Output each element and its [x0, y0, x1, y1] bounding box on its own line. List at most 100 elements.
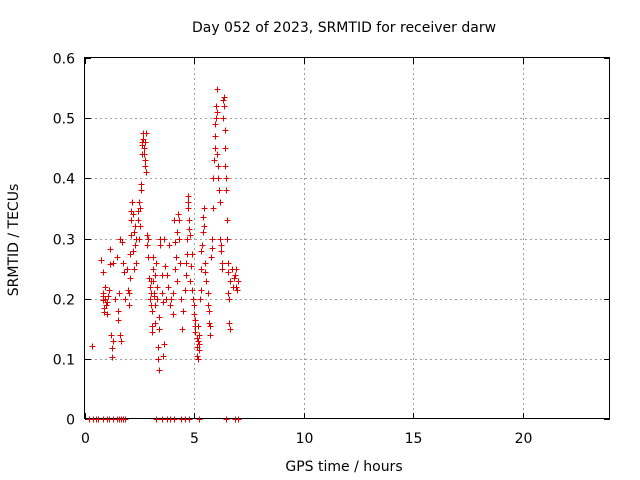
data-point: [108, 332, 115, 339]
x-tick-label: 15: [405, 431, 423, 447]
data-point: [105, 293, 112, 300]
data-point: [222, 127, 229, 134]
data-point: [195, 356, 202, 363]
data-point: [161, 341, 168, 348]
data-point: [112, 296, 119, 303]
axis-ticks: 0 0.1 0.2 0.3 0.4 0.5 0.6 0 5 10 15 20: [53, 52, 610, 447]
data-point: [164, 272, 171, 279]
data-point: [226, 296, 233, 303]
data-point: [227, 326, 234, 333]
data-point: [104, 311, 111, 318]
data-point: [206, 320, 213, 327]
data-point: [137, 205, 144, 212]
data-point: [210, 205, 217, 212]
plot-frame: [84, 57, 610, 419]
data-point: [180, 308, 187, 315]
y-tick-label: 0.1: [53, 353, 75, 369]
x-tick-label: 5: [190, 431, 199, 447]
data-point: [231, 275, 238, 282]
data-point: [147, 296, 154, 303]
data-point: [144, 232, 151, 239]
data-point: [161, 236, 168, 243]
y-tick-label: 0.2: [53, 293, 75, 309]
data-point: [211, 157, 218, 164]
data-point: [130, 248, 137, 255]
data-point: [133, 260, 140, 267]
data-point: [224, 236, 231, 243]
data-point: [185, 193, 192, 200]
data-point: [200, 229, 207, 236]
data-point: [159, 290, 166, 297]
data-point: [196, 416, 203, 423]
data-point: [218, 248, 225, 255]
data-point: [197, 296, 204, 303]
data-point: [227, 278, 234, 285]
data-point: [171, 416, 178, 423]
data-point: [144, 242, 151, 249]
data-point: [209, 245, 216, 252]
data-point: [138, 181, 145, 188]
data-point: [217, 199, 224, 206]
data-point: [149, 308, 156, 315]
data-point: [192, 317, 199, 324]
data-point: [187, 278, 194, 285]
data-point: [136, 199, 143, 206]
data-point: [141, 151, 148, 158]
data-point: [186, 416, 193, 423]
data-point: [235, 278, 242, 285]
data-point: [170, 290, 177, 297]
data-point: [109, 354, 116, 361]
data-point: [213, 115, 220, 122]
data-point: [214, 86, 221, 93]
data-point: [107, 246, 114, 253]
data-point: [174, 229, 181, 236]
data-point: [202, 269, 209, 276]
data-point: [222, 145, 229, 152]
data-point: [142, 163, 149, 170]
data-point: [212, 121, 219, 128]
grid: [85, 58, 610, 419]
data-point: [143, 169, 150, 176]
data-point: [177, 260, 184, 267]
data-point: [129, 199, 136, 206]
data-point: [191, 302, 198, 309]
data-point: [138, 187, 145, 194]
data-point: [170, 311, 177, 318]
data-point: [172, 266, 179, 273]
data-point: [172, 239, 179, 246]
data-point: [152, 272, 159, 279]
y-tick-label: 0.3: [53, 233, 75, 249]
data-point: [156, 326, 163, 333]
data-point: [223, 175, 230, 182]
data-point: [205, 290, 212, 297]
data-point: [151, 290, 158, 297]
data-point: [201, 223, 208, 230]
data-point: [212, 133, 219, 140]
data-point: [152, 302, 159, 309]
data-point: [173, 254, 180, 261]
data-point: [150, 254, 157, 261]
data-point: [142, 139, 149, 146]
y-tick-label: 0.4: [53, 172, 75, 188]
data-point: [183, 260, 190, 267]
data-point: [182, 287, 189, 294]
data-point: [136, 236, 143, 243]
data-point: [199, 242, 206, 249]
data-point: [153, 260, 160, 267]
data-point: [155, 344, 162, 351]
x-tick-label: 10: [296, 431, 314, 447]
data-point: [128, 217, 135, 224]
data-point: [202, 260, 209, 267]
data-point: [225, 290, 232, 297]
data-point: [160, 299, 167, 306]
data-point: [189, 251, 196, 258]
data-point: [132, 242, 139, 249]
data-point: [122, 296, 129, 303]
data-point: [179, 326, 186, 333]
data-point: [187, 232, 194, 239]
data-point: [150, 266, 157, 273]
data-point: [141, 145, 148, 152]
data-point: [220, 115, 227, 122]
data-point: [234, 287, 241, 294]
data-point: [214, 109, 221, 116]
